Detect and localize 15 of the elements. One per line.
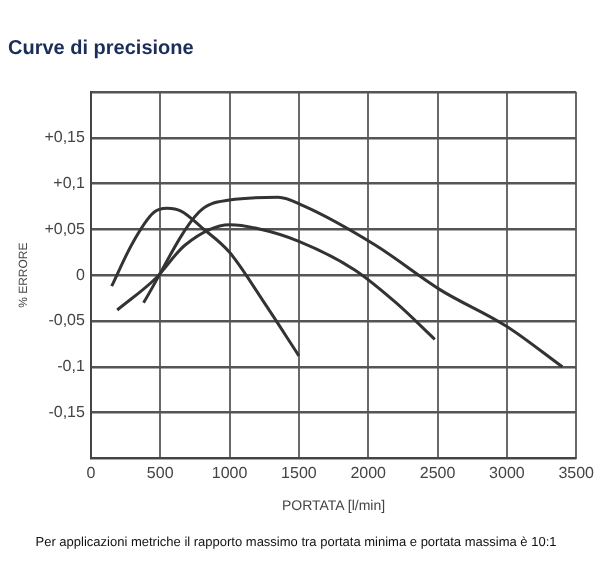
y-tick-label: +0,1 <box>53 174 86 193</box>
x-tick-label: 2500 <box>419 464 457 483</box>
x-tick-label: 1000 <box>211 464 249 483</box>
y-tick-label: -0,05 <box>48 311 86 330</box>
x-tick-label: 3000 <box>489 464 526 483</box>
y-tick-label: 0 <box>75 265 86 284</box>
x-tick-label: 500 <box>146 464 175 483</box>
y-tick-label: -0,1 <box>57 357 86 376</box>
y-tick-label: -0,15 <box>48 403 86 422</box>
x-tick-label: 3500 <box>558 464 596 483</box>
chart-title: Curve di precisione <box>8 37 195 60</box>
x-tick-label: 2000 <box>350 464 388 483</box>
y-tick-label: +0,15 <box>44 128 86 147</box>
x-tick-label: 1500 <box>281 464 318 483</box>
y-tick-label: +0,05 <box>44 219 86 238</box>
